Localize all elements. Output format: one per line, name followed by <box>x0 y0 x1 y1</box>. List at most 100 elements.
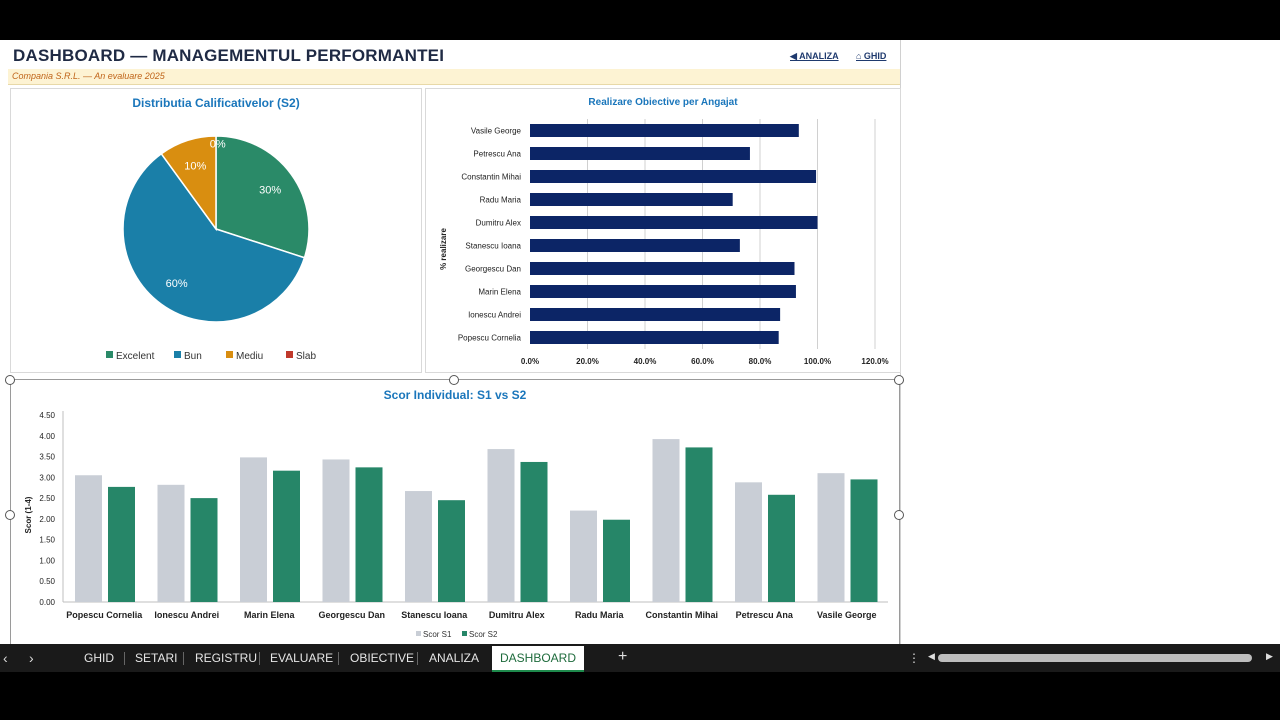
objectives-x-tick: 60.0% <box>691 357 714 366</box>
scroll-left-arrow-icon[interactable]: ◀ <box>928 651 935 661</box>
score-category-label: Georgescu Dan <box>318 610 385 620</box>
page-title: DASHBOARD — MANAGEMENTUL PERFORMANTEI <box>13 46 445 65</box>
tab-setari[interactable]: SETARI <box>135 651 178 665</box>
nav-ghid-link[interactable]: ⌂ GHID <box>856 51 887 61</box>
score-bar-scor-s2 <box>108 486 135 602</box>
tab-registru[interactable]: REGISTRU <box>195 651 258 665</box>
tab-scroll-next-button[interactable]: › <box>29 650 34 666</box>
pie-chart-title: Distributia Calificativelor (S2) <box>132 96 299 110</box>
tab-obiective[interactable]: OBIECTIVE <box>350 651 415 665</box>
pie-legend-label: Bun <box>184 351 202 362</box>
pie-value-label: 60% <box>166 278 188 290</box>
objectives-chart-title: Realizare Obiective per Angajat <box>588 97 738 108</box>
pie-legend-label: Mediu <box>236 351 263 362</box>
score-bar-scor-s2 <box>190 498 218 602</box>
nav-analiza-link[interactable]: ◀ ANALIZA <box>790 51 839 61</box>
objectives-x-tick: 80.0% <box>749 357 772 366</box>
score-y-tick: 0.00 <box>39 598 55 607</box>
score-bar-scor-s2 <box>603 519 630 602</box>
objectives-category-label: Dumitru Alex <box>476 219 521 228</box>
pie-slice-excelent <box>215 135 310 259</box>
pie-legend-label: Excelent <box>116 351 155 362</box>
objectives-bar <box>530 239 740 252</box>
score-bar-chart: Scor Individual: S1 vs S2 Scor (1-4) 0.0… <box>24 388 888 639</box>
resize-handle-top-left[interactable] <box>5 375 15 385</box>
pie-slice-bun <box>122 152 306 323</box>
resize-handle-right[interactable] <box>894 510 904 520</box>
objectives-category-label: Stanescu Ioana <box>465 242 521 251</box>
horizontal-scrollbar[interactable] <box>938 654 1252 662</box>
pie-legend-swatch <box>286 351 293 358</box>
score-y-tick: 3.50 <box>39 453 55 462</box>
score-bar-scor-s1 <box>75 475 102 602</box>
score-bar-scor-s1 <box>157 484 185 602</box>
objectives-x-tick: 20.0% <box>576 357 599 366</box>
add-sheet-button[interactable]: + <box>618 648 628 665</box>
objectives-bar <box>530 331 779 344</box>
score-category-label: Ionescu Andrei <box>154 610 219 620</box>
score-y-tick: 1.00 <box>39 556 55 565</box>
tab-dashboard[interactable]: DASHBOARD <box>492 646 585 672</box>
score-category-label: Dumitru Alex <box>489 610 545 620</box>
score-bar-scor-s1 <box>487 449 515 602</box>
objectives-category-label: Ionescu Andrei <box>468 311 521 320</box>
score-category-label: Constantin Mihai <box>646 610 719 620</box>
objectives-bar <box>530 124 799 137</box>
score-bar-scor-s2 <box>438 500 465 602</box>
score-y-tick: 1.50 <box>39 536 55 545</box>
tab-ghid[interactable]: GHID <box>84 651 114 665</box>
objectives-category-label: Popescu Cornelia <box>458 334 522 343</box>
score-y-tick: 2.50 <box>39 494 55 503</box>
score-chart-panel[interactable]: Scor Individual: S1 vs S2 Scor (1-4) 0.0… <box>10 379 900 644</box>
tab-separator <box>183 652 184 665</box>
subtitle-bar: Compania S.R.L. — An evaluare 2025 <box>8 69 900 85</box>
score-bar-scor-s2 <box>850 479 878 602</box>
tab-analiza[interactable]: ANALIZA <box>429 651 480 665</box>
objectives-bar <box>530 308 781 321</box>
resize-handle-top[interactable] <box>449 375 459 385</box>
tab-separator <box>259 652 260 665</box>
score-category-label: Radu Maria <box>575 610 625 620</box>
resize-handle-left[interactable] <box>5 510 15 520</box>
page-subtitle: Compania S.R.L. — An evaluare 2025 <box>12 71 165 81</box>
score-bar-scor-s2 <box>273 470 300 602</box>
objectives-bar <box>530 170 817 183</box>
objectives-bar <box>530 285 796 298</box>
score-bar-scor-s1 <box>570 510 597 602</box>
objectives-x-tick: 40.0% <box>634 357 657 366</box>
pie-value-label: 0% <box>210 138 226 150</box>
score-bar-scor-s2 <box>355 467 383 602</box>
objectives-chart-panel[interactable]: Realizare Obiective per Angajat % realiz… <box>425 88 901 373</box>
score-bar-scor-s2 <box>520 461 548 602</box>
tab-separator <box>338 652 339 665</box>
pie-chart-panel[interactable]: Distributia Calificativelor (S2) 30% 60% 1… <box>10 88 422 373</box>
objectives-x-tick: 100.0% <box>804 357 831 366</box>
resize-handle-top-right[interactable] <box>894 375 904 385</box>
objectives-category-label: Radu Maria <box>480 196 522 205</box>
score-y-axis-label: Scor (1-4) <box>24 496 33 533</box>
tab-scroll-prev-button[interactable]: ‹ <box>3 650 8 666</box>
tab-separator <box>417 652 418 665</box>
pie-chart: Distributia Calificativelor (S2) 30% 60% 1… <box>106 96 316 362</box>
objectives-x-tick: 0.0% <box>521 357 539 366</box>
score-bar-scor-s1 <box>652 439 680 602</box>
scroll-right-arrow-icon[interactable]: ▶ <box>1266 651 1273 661</box>
score-y-tick: 2.00 <box>39 515 55 524</box>
score-bar-scor-s2 <box>685 447 713 602</box>
pie-legend-label: Slab <box>296 351 316 362</box>
score-legend-label: Scor S1 <box>423 630 452 639</box>
pie-legend-swatch <box>226 351 233 358</box>
score-bar-scor-s1 <box>735 482 762 602</box>
score-bar-scor-s1 <box>405 491 432 602</box>
tab-evaluare[interactable]: EVALUARE <box>270 651 334 665</box>
score-y-tick: 4.00 <box>39 432 55 441</box>
score-category-label: Vasile George <box>817 610 877 620</box>
objectives-category-label: Petrescu Ana <box>473 150 521 159</box>
worksheet: DASHBOARD — MANAGEMENTUL PERFORMANTEI ◀ … <box>0 40 1280 644</box>
score-bar-scor-s1 <box>240 457 267 602</box>
pie-legend-swatch <box>174 351 181 358</box>
score-category-label: Stanescu Ioana <box>401 610 468 620</box>
score-bar-scor-s1 <box>817 473 845 602</box>
score-category-label: Marin Elena <box>244 610 296 620</box>
more-options-icon[interactable]: ⋮ <box>908 651 920 665</box>
